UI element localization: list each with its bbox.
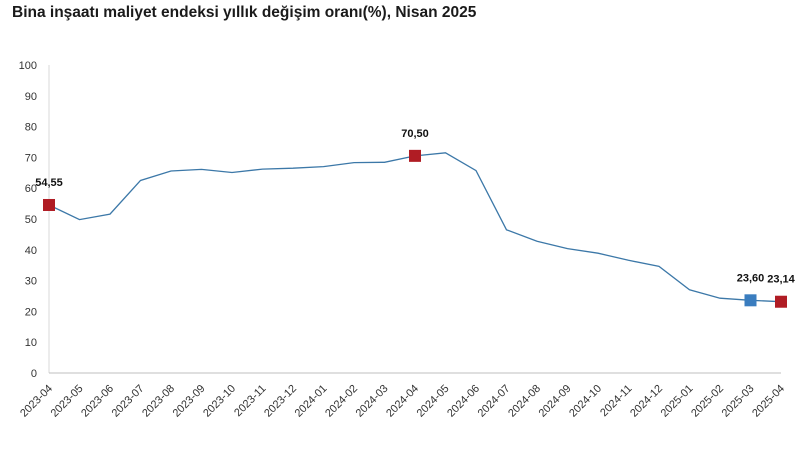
x-tick-label: 2024-09 — [537, 383, 574, 420]
series-line — [48, 152, 782, 303]
x-tick-label: 2024-07 — [476, 383, 513, 420]
data-label: 70,50 — [401, 128, 429, 140]
x-tick-label: 2023-09 — [171, 383, 208, 420]
data-label: 23,14 — [767, 274, 795, 286]
x-tick-label: 2023-07 — [110, 383, 147, 420]
y-tick-label: 90 — [25, 91, 37, 103]
x-tick-label: 2023-08 — [140, 383, 177, 420]
x-tick-label: 2024-02 — [323, 383, 360, 420]
x-tick-label: 2023-05 — [49, 383, 86, 420]
x-tick-label: 2024-05 — [415, 383, 452, 420]
x-axis-ticks: 2023-042023-052023-062023-072023-082023-… — [18, 383, 787, 420]
x-tick-label: 2024-06 — [445, 383, 482, 420]
y-tick-label: 20 — [25, 306, 37, 318]
x-tick-label: 2023-10 — [201, 383, 238, 420]
y-tick-label: 40 — [25, 245, 37, 257]
x-tick-label: 2024-12 — [628, 383, 665, 420]
x-tick-label: 2024-03 — [354, 383, 391, 420]
y-tick-label: 80 — [25, 122, 37, 134]
x-tick-label: 2024-04 — [384, 383, 421, 420]
x-tick-label: 2023-12 — [262, 383, 299, 420]
data-label: 54,55 — [35, 177, 63, 189]
x-tick-label: 2025-01 — [659, 383, 696, 420]
highlight-marker — [775, 295, 787, 308]
y-tick-label: 0 — [31, 368, 37, 380]
x-tick-label: 2023-04 — [18, 383, 55, 420]
data-labels: 54,55 70,50 23,60 23,14 — [35, 128, 795, 286]
y-tick-label: 30 — [25, 276, 37, 288]
highlight-marker — [744, 294, 757, 307]
highlight-marker — [409, 149, 421, 162]
y-axis-ticks: 0 10 20 30 40 50 60 70 80 90 100 — [19, 60, 37, 380]
y-tick-label: 50 — [25, 214, 37, 226]
y-tick-label: 100 — [19, 60, 37, 72]
x-tick-label: 2025-03 — [720, 383, 757, 420]
series-lines — [48, 152, 782, 303]
chart-title: Bina inşaatı maliyet endeksi yıllık deği… — [12, 4, 477, 21]
axes — [48, 65, 781, 374]
x-tick-label: 2024-10 — [567, 383, 604, 420]
x-tick-label: 2024-01 — [293, 383, 330, 420]
y-tick-label: 70 — [25, 152, 37, 164]
data-label: 23,60 — [737, 272, 765, 284]
x-tick-label: 2024-08 — [506, 383, 543, 420]
y-tick-label: 10 — [25, 337, 37, 349]
y-tick-label: 60 — [25, 183, 37, 195]
x-tick-label: 2025-02 — [689, 383, 726, 420]
highlight-marker — [43, 198, 55, 211]
highlight-markers — [43, 149, 787, 308]
x-tick-label: 2025-04 — [750, 383, 787, 420]
x-tick-label: 2023-06 — [79, 383, 116, 420]
